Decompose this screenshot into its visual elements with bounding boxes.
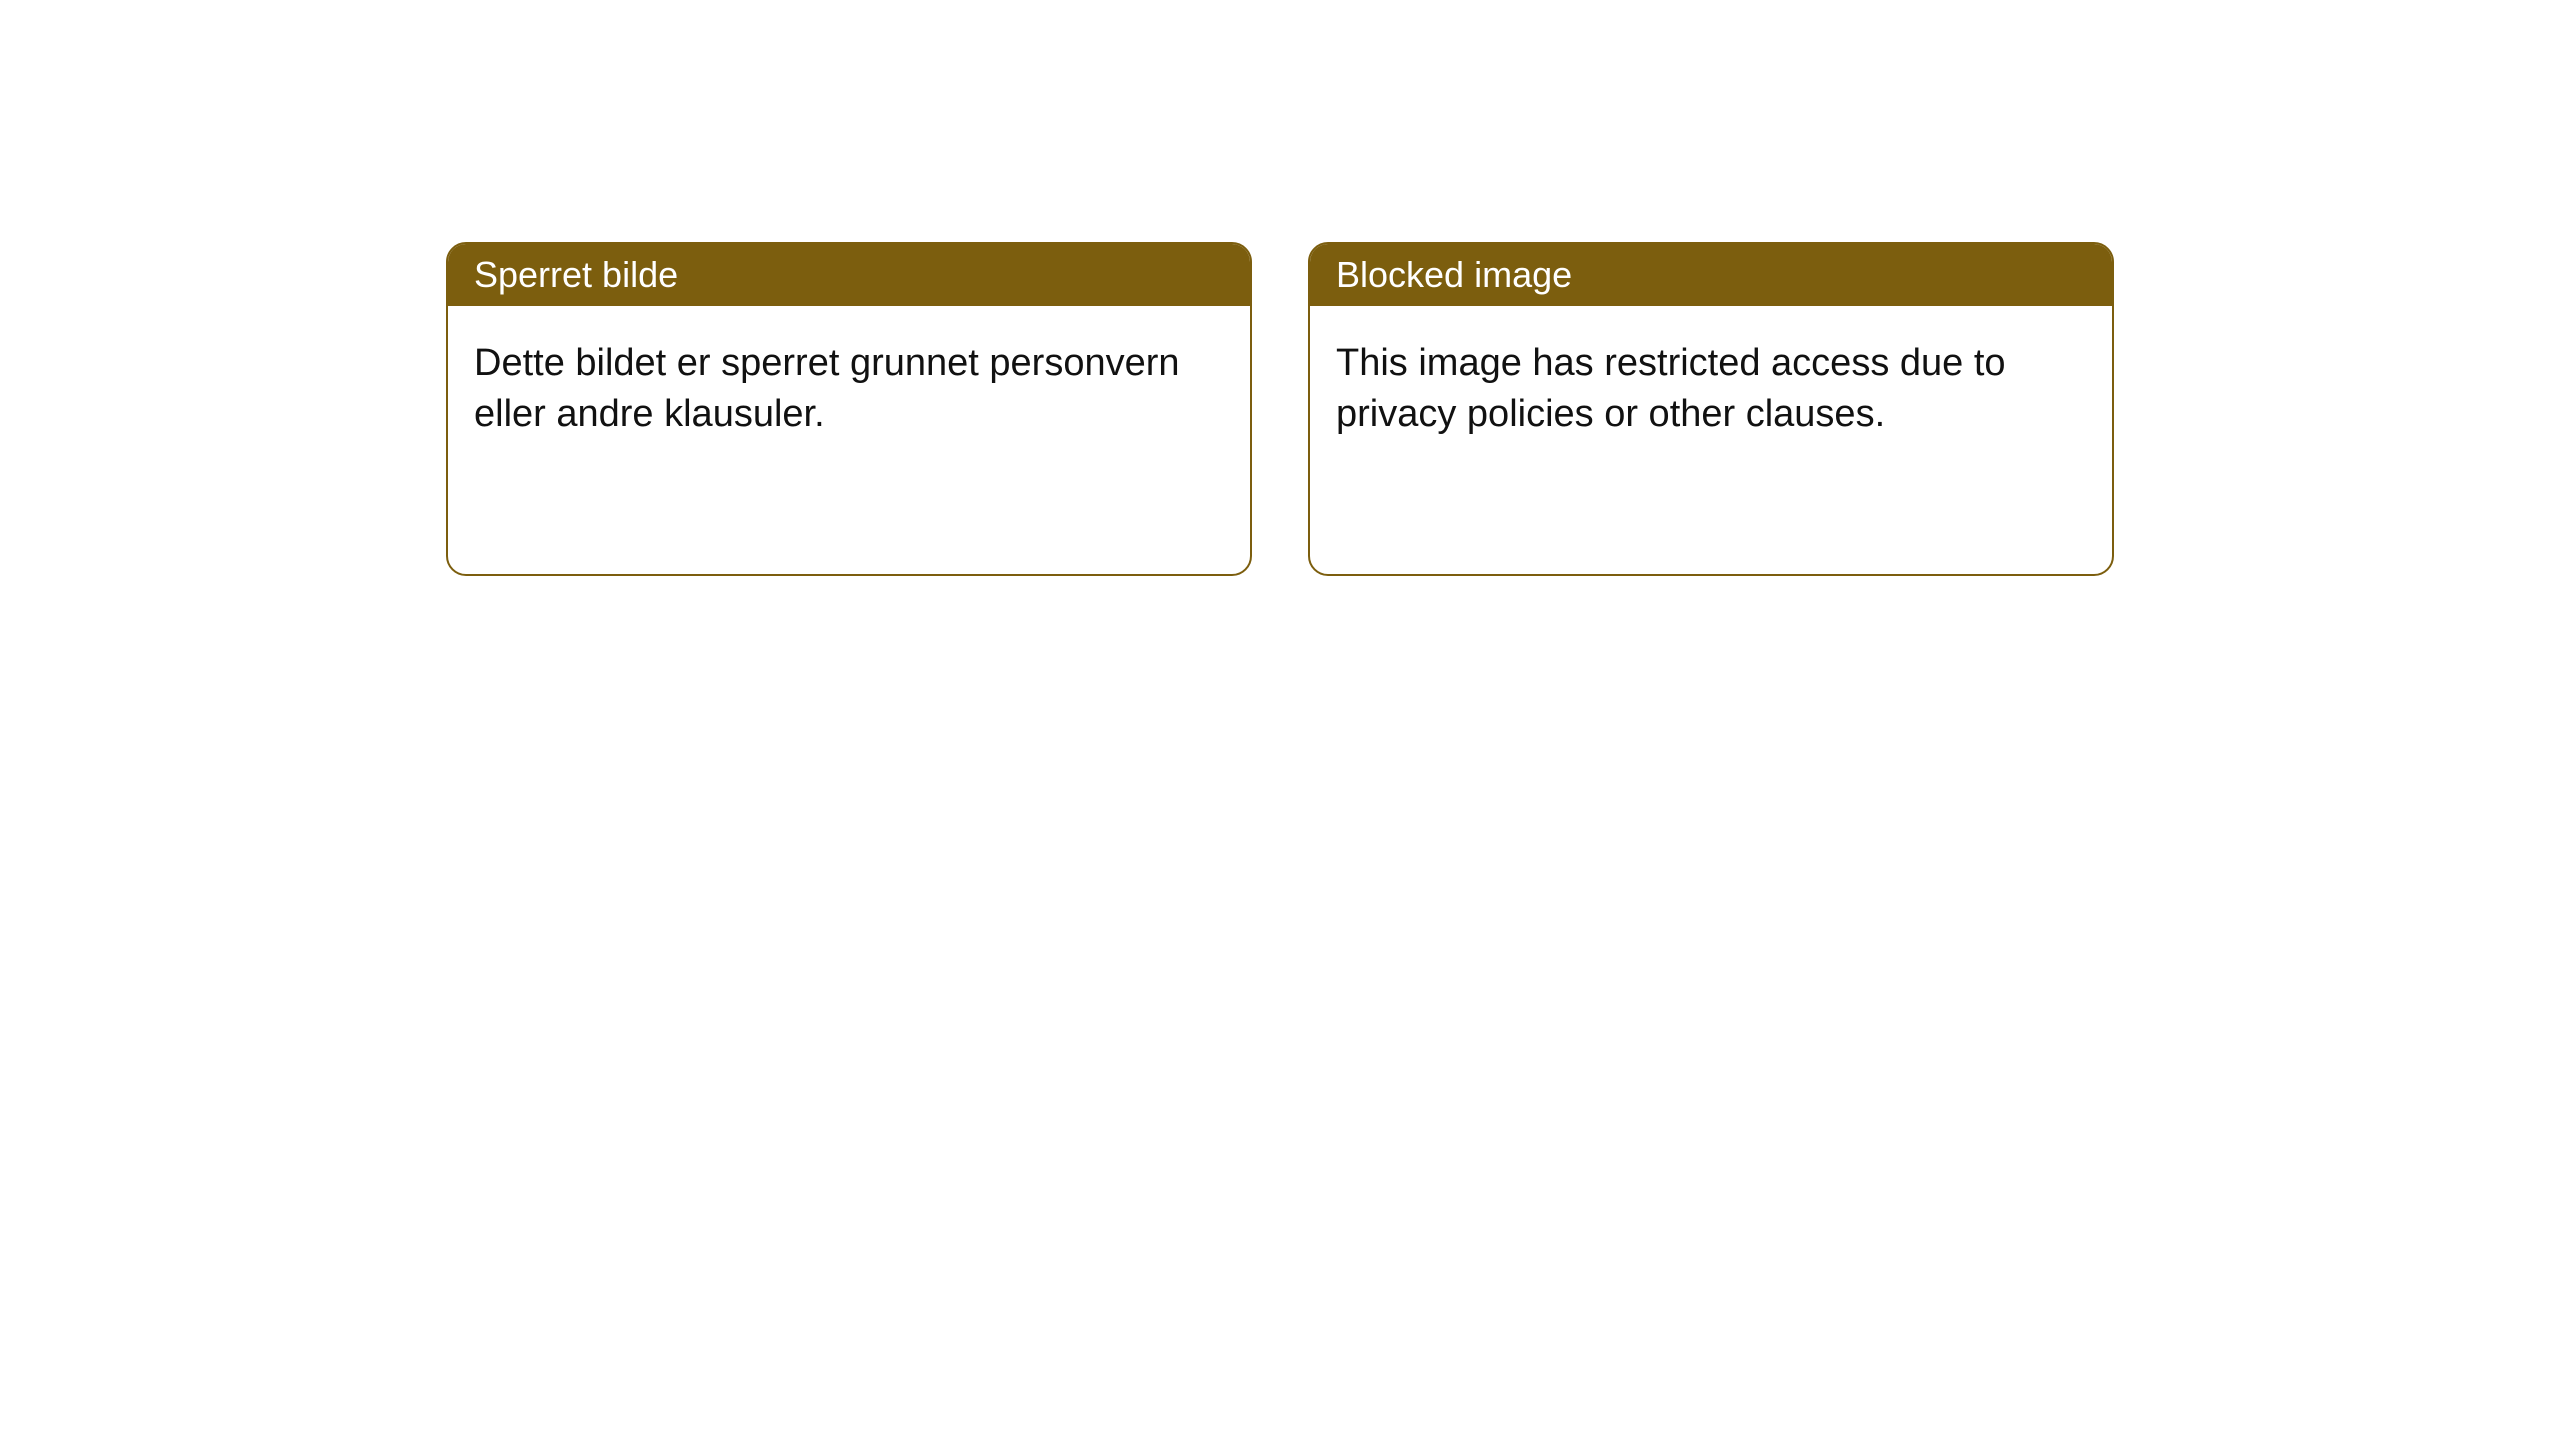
notice-header: Sperret bilde bbox=[448, 244, 1250, 306]
notice-title: Blocked image bbox=[1336, 254, 1572, 295]
notice-body-text: This image has restricted access due to … bbox=[1336, 342, 2006, 435]
notice-body-text: Dette bildet er sperret grunnet personve… bbox=[474, 342, 1180, 435]
notice-body: Dette bildet er sperret grunnet personve… bbox=[448, 306, 1250, 473]
notice-container: Sperret bilde Dette bildet er sperret gr… bbox=[0, 0, 2560, 576]
notice-header: Blocked image bbox=[1310, 244, 2112, 306]
notice-box-norwegian: Sperret bilde Dette bildet er sperret gr… bbox=[446, 242, 1252, 576]
notice-title: Sperret bilde bbox=[474, 254, 678, 295]
notice-box-english: Blocked image This image has restricted … bbox=[1308, 242, 2114, 576]
notice-body: This image has restricted access due to … bbox=[1310, 306, 2112, 473]
